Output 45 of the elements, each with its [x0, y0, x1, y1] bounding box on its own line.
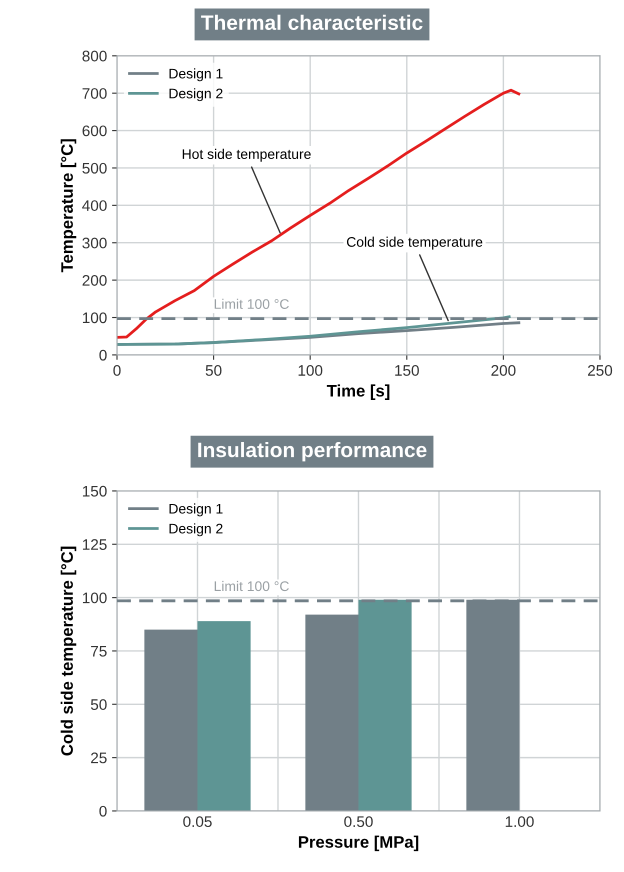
bar — [144, 630, 198, 811]
bar — [358, 600, 412, 811]
y-tick-label: 400 — [82, 200, 107, 212]
ref-line-label: Limit 100 °C — [214, 298, 289, 309]
y-axis-title: Temperature [°C] — [60, 139, 76, 272]
ref-line-label: Limit 100 °C — [214, 580, 289, 592]
x-tick-label: 1.00 — [506, 816, 534, 828]
y-tick-label: 150 — [82, 486, 107, 497]
y-tick-label: 0 — [99, 350, 107, 361]
y-tick-label: 700 — [82, 88, 107, 99]
line-series — [117, 315, 511, 346]
legend-label: Design 2 — [170, 523, 223, 536]
y-tick-label: 500 — [82, 162, 107, 174]
x-axis-title: Time [s] — [326, 384, 390, 400]
y-tick-label: 800 — [82, 50, 107, 62]
y-tick-label: 100 — [82, 312, 107, 324]
legend-label: Design 2 — [170, 88, 223, 102]
x-tick-label: 200 — [491, 365, 516, 376]
y-tick-label: 25 — [91, 752, 107, 764]
x-tick-label: 0 — [113, 365, 121, 376]
x-tick-label: 100 — [298, 365, 322, 376]
legend-label: Design 1 — [170, 68, 223, 82]
y-tick-label: 600 — [82, 125, 107, 136]
y-tick-label: 100 — [82, 592, 107, 604]
y-tick-label: 125 — [82, 539, 107, 550]
annotation: Cold side temperature — [346, 236, 482, 250]
y-tick-label: 300 — [82, 238, 107, 248]
line-series — [117, 88, 520, 339]
x-tick-label: 150 — [395, 365, 419, 376]
y-tick-label: 0 — [99, 806, 107, 817]
annotation: Hot side temperature — [182, 148, 311, 162]
bar — [197, 621, 251, 811]
x-tick-label: 0.05 — [183, 816, 212, 828]
y-axis-title: Cold side temperature [°C] — [60, 546, 76, 756]
bar — [305, 614, 358, 811]
x-axis-title: Pressure [MPa] — [298, 836, 418, 852]
x-tick-label: 0.50 — [344, 816, 373, 828]
y-tick-label: 50 — [90, 699, 107, 710]
y-tick-label: 75 — [91, 646, 107, 657]
x-tick-label: 50 — [206, 365, 222, 376]
chart-title: Insulation performance — [198, 442, 426, 462]
chart-title: Thermal characteristic — [201, 14, 423, 30]
legend-label: Design 1 — [170, 503, 223, 516]
x-tick-label: 250 — [588, 365, 612, 376]
y-tick-label: 200 — [82, 275, 107, 286]
